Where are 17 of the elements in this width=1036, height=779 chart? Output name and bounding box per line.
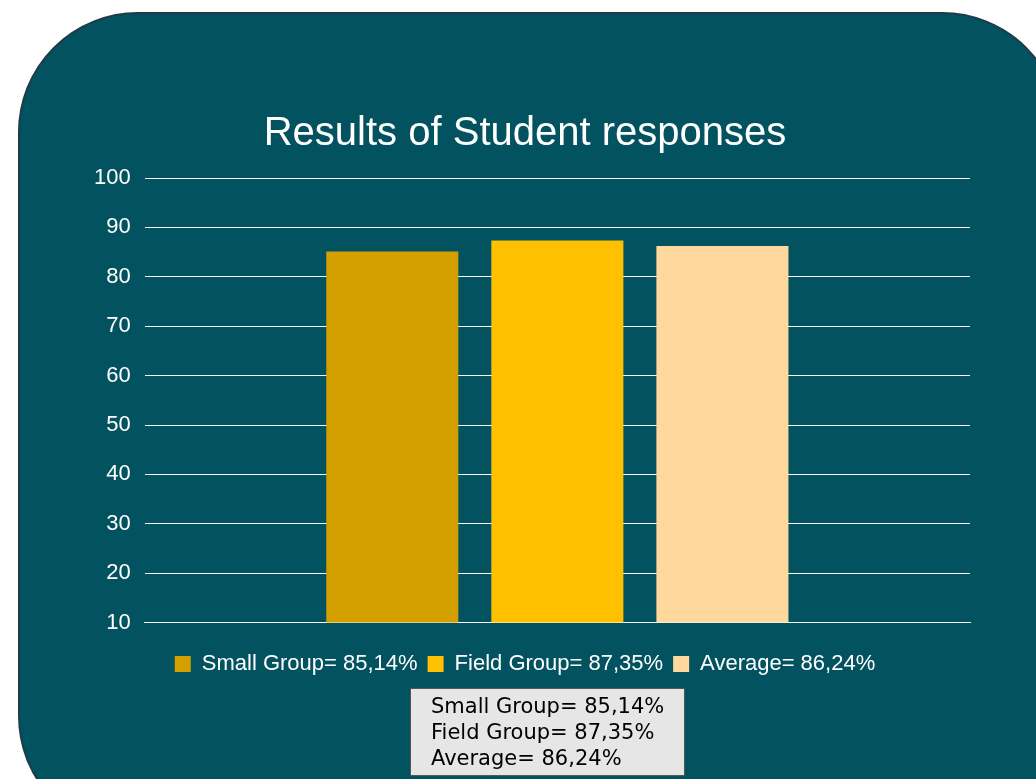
text: Small Group= 85,14%: [431, 693, 665, 719]
y-tick-label: 20: [106, 559, 131, 585]
y-tick-label: 90: [106, 213, 131, 239]
y-tick-label: 70: [106, 312, 131, 338]
legend-label: Average= 86,24%: [700, 650, 876, 676]
y-tick-label: 40: [106, 460, 131, 486]
chart-title: Results of Student responses: [263, 109, 787, 154]
y-tick-label: 50: [106, 411, 131, 437]
y-tick-label: 30: [106, 509, 131, 535]
legend-label: Small Group= 85,14%: [201, 650, 418, 676]
y-tick-label: 10: [106, 608, 131, 634]
text: Average= 86,24%: [431, 745, 623, 771]
y-tick-label: 60: [106, 361, 131, 387]
y-tick-label: 80: [106, 262, 131, 288]
text: Field Group= 87,35%: [431, 719, 656, 745]
y-tick-label: 100: [93, 164, 131, 190]
legend-label: Field Group= 87,35%: [454, 650, 664, 676]
